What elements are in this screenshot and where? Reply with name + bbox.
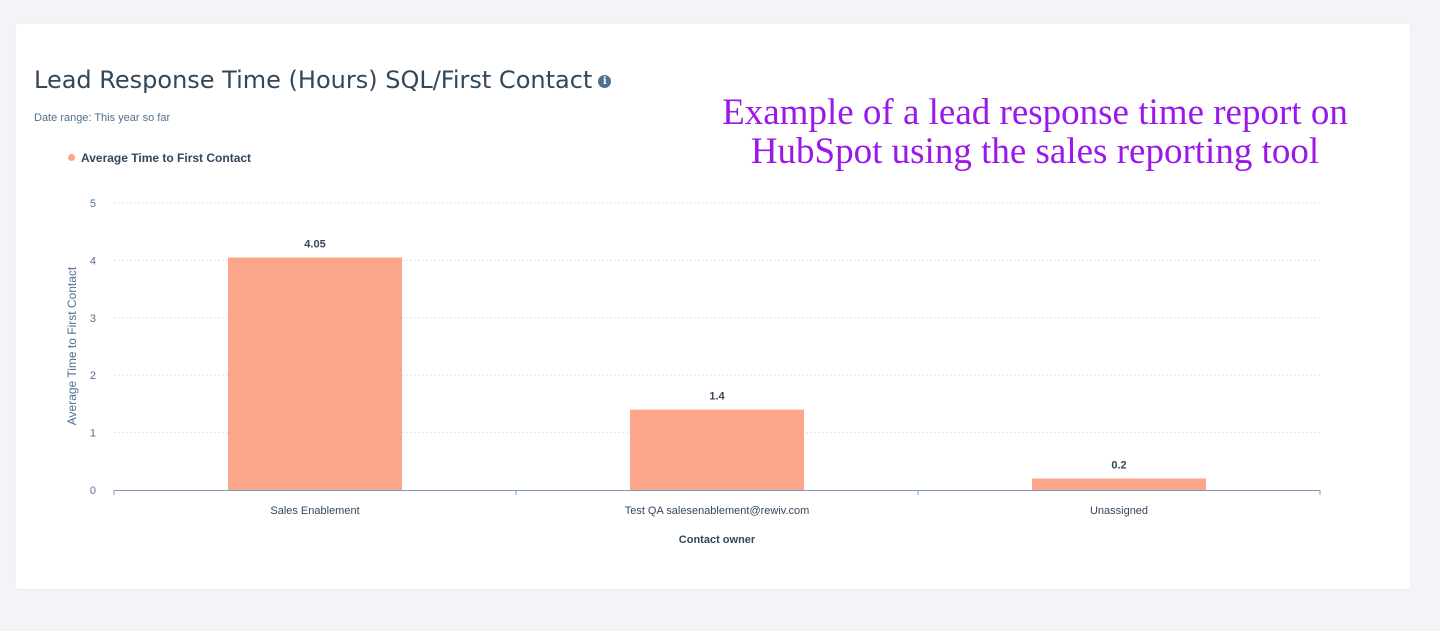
x-axis-title: Contact owner: [679, 534, 756, 546]
chart-labels: 0 1 2 3 4 5 4.05 Sales Enablement 1.4 Test QA sal…: [65, 198, 1148, 546]
bar: [630, 409, 804, 490]
bar: [1032, 478, 1206, 490]
x-tick-label: Unassigned: [1090, 505, 1148, 517]
y-tick-label: 3: [90, 313, 96, 325]
legend-label: Average Time to First Contact: [81, 151, 252, 165]
chart-bars: [228, 257, 1206, 490]
date-range-label: Date range: This year so far: [34, 112, 171, 124]
bar-value-label: 1.4: [709, 391, 725, 403]
legend-swatch: [68, 154, 75, 161]
bar-value-label: 4.05: [304, 239, 325, 251]
y-tick-label: 0: [90, 485, 96, 497]
x-tick-label: Test QA salesenablement@rewiv.com: [625, 505, 810, 517]
bar-value-label: 0.2: [1111, 460, 1126, 472]
report-title-text: Lead Response Time (Hours) SQL/First Con…: [34, 66, 593, 94]
report-title: Lead Response Time (Hours) SQL/First Con…: [34, 66, 612, 94]
bar: [228, 257, 402, 490]
y-tick-label: 1: [90, 428, 96, 440]
overlay-caption: Example of a lead response time report o…: [722, 92, 1348, 172]
y-tick-label: 4: [90, 255, 96, 267]
chart-axes: [113, 490, 1321, 495]
x-tick-label: Sales Enablement: [270, 505, 359, 517]
info-icon[interactable]: i: [598, 74, 612, 88]
chart-legend[interactable]: Average Time to First Contact: [68, 151, 251, 165]
y-tick-label: 2: [90, 370, 96, 382]
y-tick-label: 5: [90, 198, 96, 210]
y-axis-title: Average Time to First Contact: [65, 266, 79, 425]
